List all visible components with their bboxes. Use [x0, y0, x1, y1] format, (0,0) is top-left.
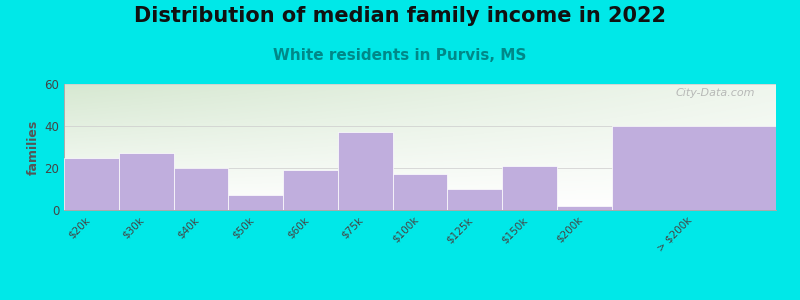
Text: White residents in Purvis, MS: White residents in Purvis, MS	[274, 48, 526, 63]
Bar	[393, 174, 447, 210]
Y-axis label: families: families	[27, 119, 40, 175]
Bar	[174, 168, 228, 210]
Bar	[612, 126, 776, 210]
Bar	[447, 189, 502, 210]
Text: Distribution of median family income in 2022: Distribution of median family income in …	[134, 6, 666, 26]
Bar	[228, 195, 283, 210]
Bar	[64, 158, 118, 210]
Bar	[502, 166, 557, 210]
Bar	[557, 206, 612, 210]
Bar	[118, 153, 174, 210]
Bar	[338, 132, 393, 210]
Text: City-Data.com: City-Data.com	[675, 88, 754, 98]
Bar	[283, 170, 338, 210]
